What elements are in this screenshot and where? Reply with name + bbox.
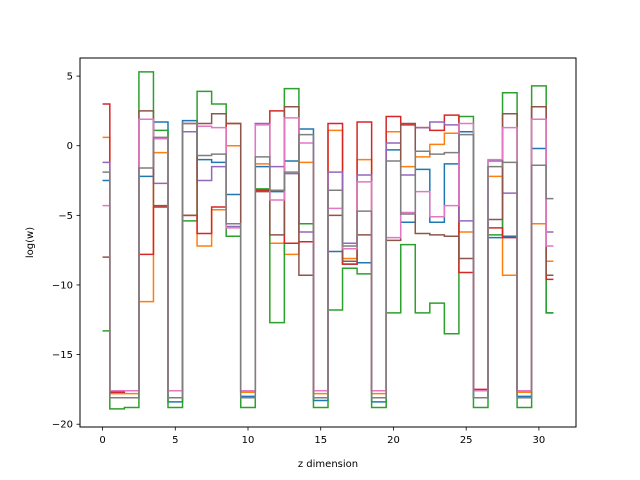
x-axis: 0 5 10 15 20 25 30: [99, 427, 545, 446]
x-tick-label: 20: [387, 435, 400, 446]
x-tick-label: 25: [460, 435, 473, 446]
x-tick-label: 10: [242, 435, 255, 446]
y-axis: −20 −15 −10 −5 0 5: [52, 72, 80, 431]
y-tick-label: 0: [67, 141, 73, 152]
x-tick-label: 30: [533, 435, 546, 446]
y-tick-label: 5: [67, 72, 73, 83]
x-axis-label: z dimension: [298, 459, 358, 470]
y-tick-label: −10: [52, 280, 73, 291]
series-layer: [102, 71, 554, 410]
x-tick-label: 15: [314, 435, 327, 446]
y-tick-label: −20: [52, 420, 73, 431]
y-axis-label: log(w): [25, 227, 36, 258]
x-tick-label: 0: [99, 435, 105, 446]
y-tick-label: −5: [58, 211, 73, 222]
plot-frame: [79, 57, 577, 428]
x-tick-label: 5: [172, 435, 178, 446]
series-line-8: [102, 122, 554, 399]
y-tick-label: −15: [52, 350, 73, 361]
